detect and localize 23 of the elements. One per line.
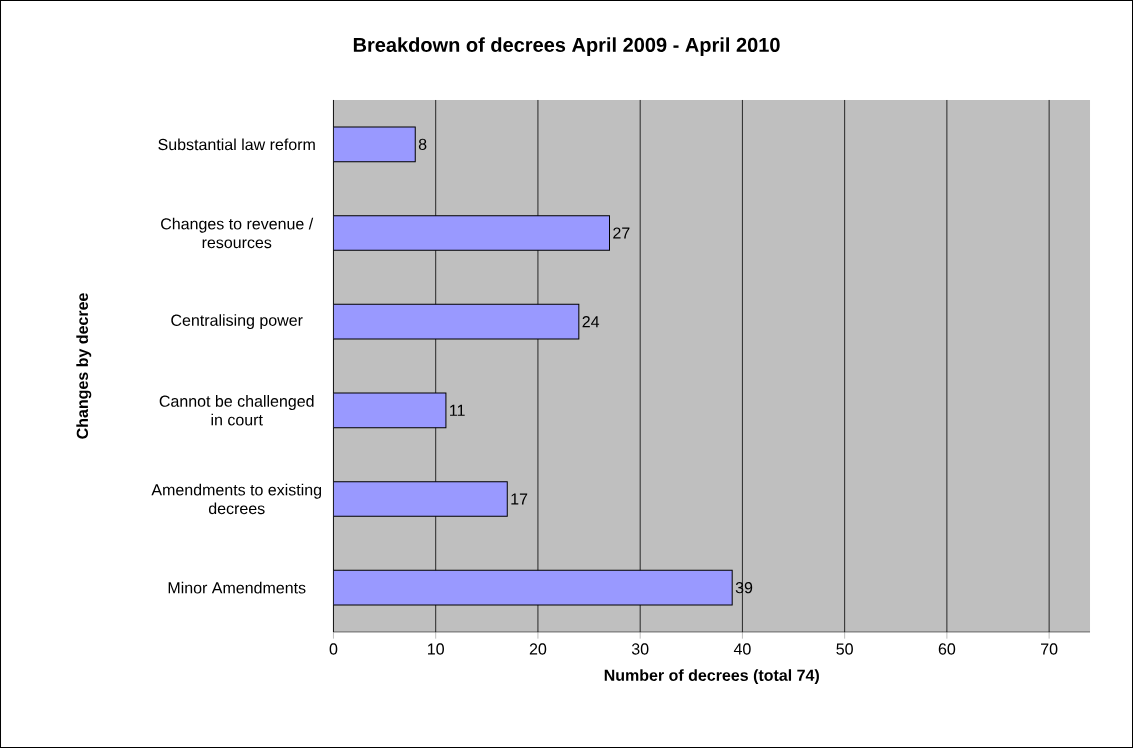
- data-label: 8: [418, 138, 427, 150]
- data-label: 17: [511, 493, 528, 505]
- data-label: 11: [450, 404, 465, 416]
- y-tick-label: Substantial law reform: [158, 138, 315, 151]
- y-tick-label: Minor Amendments: [168, 581, 306, 594]
- y-axis-title: Changes by decree: [76, 293, 92, 439]
- x-tick-label: 70: [1041, 643, 1058, 655]
- x-axis-title: Number of decrees (total 74): [604, 669, 819, 685]
- y-tick-label: Cannot be challenged in court: [159, 395, 314, 426]
- data-label: 27: [613, 227, 630, 239]
- x-tick-label: 30: [631, 643, 649, 655]
- x-tick-label: 10: [428, 643, 444, 655]
- x-tick-label: 60: [938, 643, 956, 655]
- y-tick-label: Amendments to existing decrees: [151, 483, 322, 515]
- y-tick-label: Centralising power: [171, 314, 303, 330]
- x-tick-label: 40: [733, 643, 751, 655]
- x-tick-label: 0: [329, 643, 338, 655]
- data-label: 24: [582, 316, 600, 328]
- x-tick-label: 50: [836, 643, 853, 655]
- bar: [333, 126, 416, 163]
- chart-title: Breakdown of decrees April 2009 - April 2010: [353, 37, 780, 56]
- y-tick-label: Changes to revenue / resources: [161, 217, 314, 249]
- x-tick-label: 20: [529, 643, 547, 655]
